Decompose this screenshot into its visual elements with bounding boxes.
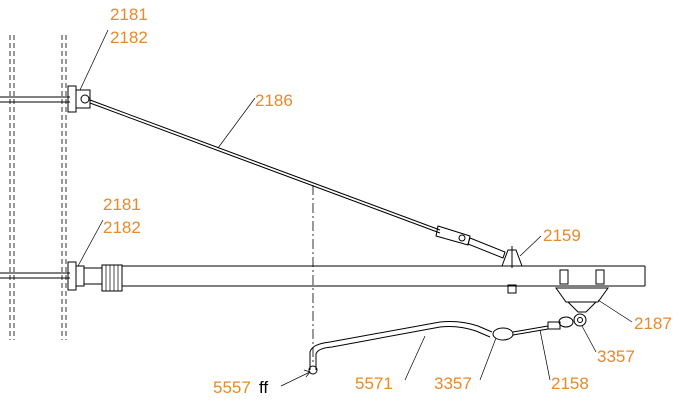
label: 2182	[103, 218, 141, 237]
label: 2182	[110, 28, 148, 47]
label: 2181	[103, 195, 141, 214]
label: 5557	[213, 378, 251, 397]
label: 2186	[255, 91, 293, 110]
label: 2187	[634, 314, 672, 333]
label: ff	[259, 378, 268, 397]
label: 3357	[434, 374, 472, 393]
diagram: 2181 2182 2186 2181 2182 2159 2187 3357 …	[0, 0, 681, 405]
label: 2181	[110, 5, 148, 24]
label: 2159	[543, 226, 581, 245]
label: 5571	[355, 374, 393, 393]
label: 3357	[597, 347, 635, 366]
leaders	[78, 30, 632, 386]
label: 2158	[551, 374, 589, 393]
drawing	[0, 35, 645, 374]
